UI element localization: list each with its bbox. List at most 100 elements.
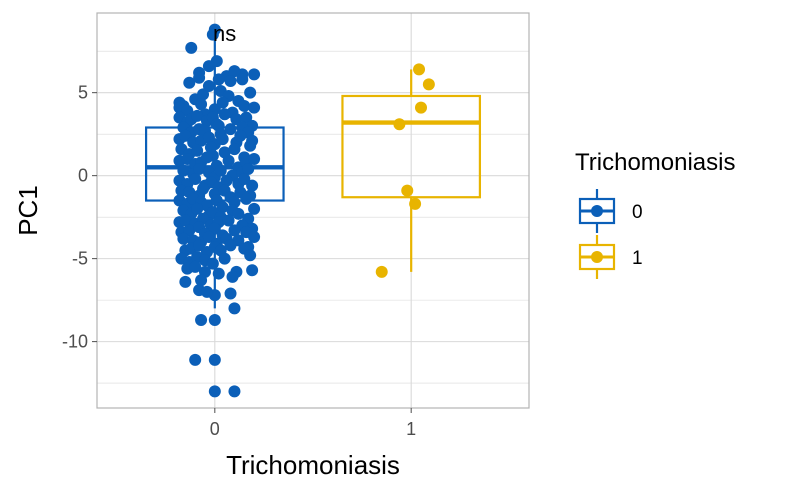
y-tick-label: 0	[78, 166, 88, 186]
data-point	[179, 129, 192, 142]
box-iqr	[341, 94, 482, 199]
data-point	[185, 41, 198, 54]
data-point	[246, 179, 259, 192]
y-tick-label: -5	[72, 249, 88, 269]
data-point	[193, 239, 206, 252]
data-point	[216, 201, 229, 214]
data-point	[206, 257, 219, 270]
data-point	[179, 214, 192, 227]
data-point	[208, 385, 221, 398]
y-tick-label: 5	[78, 83, 88, 103]
data-point	[177, 164, 190, 177]
legend-item-0: 0	[578, 189, 643, 233]
jitter-points	[173, 23, 435, 398]
data-point	[248, 101, 261, 114]
data-point	[248, 231, 261, 244]
data-point	[240, 192, 253, 205]
data-point	[228, 224, 241, 237]
data-point	[200, 151, 213, 164]
data-point	[218, 252, 231, 265]
panel-border	[96, 12, 530, 409]
data-point	[191, 144, 204, 157]
data-point	[230, 113, 243, 126]
data-point	[248, 153, 261, 166]
data-point	[177, 232, 190, 245]
data-point	[179, 275, 192, 288]
legend-item-1: 1	[578, 235, 643, 279]
data-point	[393, 118, 406, 131]
data-point	[248, 68, 261, 81]
data-point	[189, 353, 202, 366]
data-point	[246, 264, 259, 277]
data-point	[228, 143, 241, 156]
data-point	[222, 154, 235, 167]
data-point	[232, 207, 245, 220]
data-point	[244, 139, 257, 152]
data-point	[202, 60, 215, 73]
data-point	[214, 164, 227, 177]
data-point	[195, 314, 208, 327]
data-point	[224, 123, 237, 136]
axes: 5 0 -5 -10 0 1	[62, 83, 416, 439]
data-point	[193, 163, 206, 176]
data-point	[224, 287, 237, 300]
data-point	[224, 239, 237, 252]
data-point	[413, 63, 426, 76]
x-axis-title: Trichomoniasis	[226, 450, 400, 480]
data-point	[193, 71, 206, 84]
y-axis-title: PC1	[13, 185, 43, 236]
data-point	[228, 302, 241, 315]
data-point	[409, 197, 422, 210]
data-point	[200, 285, 213, 298]
data-point	[240, 111, 253, 124]
data-point	[236, 73, 249, 86]
data-point	[189, 172, 202, 185]
data-point	[216, 133, 229, 146]
legend-label: 0	[632, 202, 643, 223]
data-point	[206, 28, 219, 41]
legend-title: Trichomoniasis	[575, 149, 736, 176]
data-point	[216, 96, 229, 109]
data-point	[375, 265, 388, 278]
data-point	[226, 270, 239, 283]
data-point	[195, 98, 208, 111]
data-point	[238, 172, 251, 185]
data-point	[183, 224, 196, 237]
data-point	[183, 76, 196, 89]
data-point	[208, 222, 221, 235]
y-tick-label: -10	[62, 332, 88, 352]
data-point	[202, 231, 215, 244]
data-point	[415, 101, 427, 114]
data-point	[220, 174, 233, 187]
legend-key-point	[591, 205, 603, 217]
data-point	[228, 385, 241, 398]
x-tick-label: 1	[406, 419, 416, 439]
data-point	[242, 163, 255, 176]
data-point	[191, 202, 204, 215]
x-tick-label: 0	[210, 419, 220, 439]
data-point	[224, 75, 237, 88]
data-point	[422, 78, 435, 91]
data-point	[244, 86, 257, 99]
data-point	[218, 108, 231, 121]
data-point	[238, 99, 251, 112]
data-point	[191, 109, 204, 122]
data-point	[202, 80, 215, 93]
data-point	[197, 88, 210, 101]
data-point	[248, 202, 261, 215]
data-point	[222, 214, 235, 227]
data-point	[234, 129, 247, 142]
legend-key-point	[591, 251, 603, 263]
data-point	[401, 184, 414, 197]
data-point	[208, 353, 221, 366]
data-point	[189, 260, 202, 273]
data-point	[228, 65, 241, 78]
significance-annotation: ns	[213, 21, 236, 46]
legend: Trichomoniasis 0 1	[575, 149, 736, 279]
data-point	[208, 314, 221, 327]
legend-label: 1	[632, 248, 643, 269]
data-point	[197, 182, 210, 195]
data-point	[195, 274, 208, 287]
box-group-1	[341, 69, 482, 272]
